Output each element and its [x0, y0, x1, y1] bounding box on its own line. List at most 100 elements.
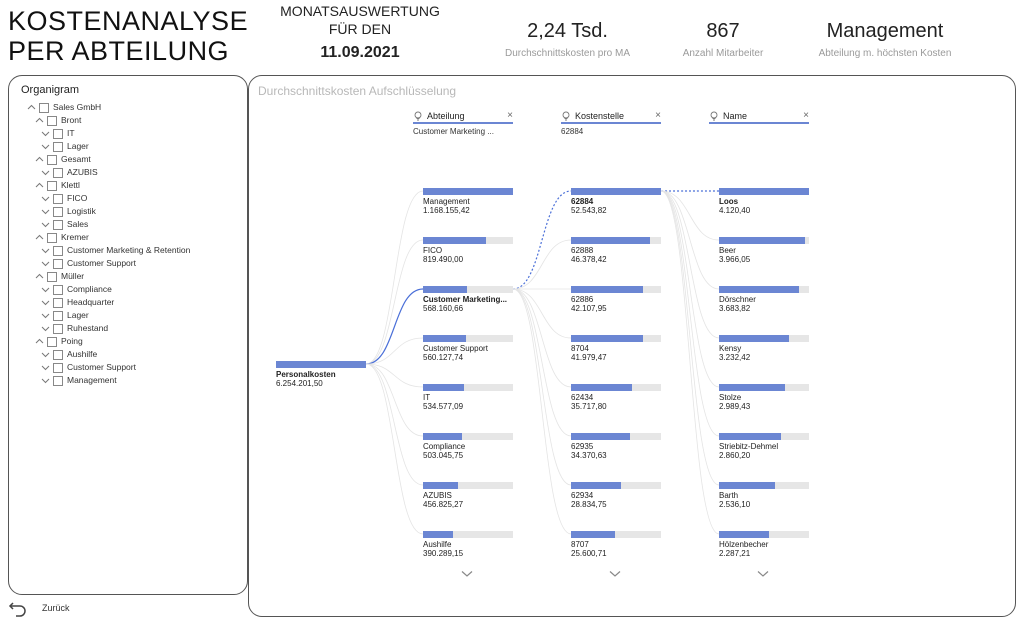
organigram-item[interactable]: Management [41, 374, 117, 387]
tree-node[interactable]: Dörschner 3.683,82 [719, 286, 809, 313]
tree-node[interactable]: Hölzenbecher 2.287,21 [719, 531, 809, 558]
close-icon[interactable]: × [803, 110, 809, 121]
chevron-down-icon[interactable] [41, 194, 50, 203]
chevron-down-icon[interactable] [41, 142, 50, 151]
close-icon[interactable]: × [655, 110, 661, 121]
chevron-down-icon[interactable] [41, 129, 50, 138]
organigram-item[interactable]: Poing [35, 335, 83, 348]
tree-node[interactable]: Stolze 2.989,43 [719, 384, 809, 411]
checkbox[interactable] [47, 336, 57, 347]
organigram-item[interactable]: Kremer [35, 231, 89, 244]
checkbox[interactable] [47, 154, 57, 165]
chevron-up-icon[interactable] [35, 181, 44, 190]
chevron-up-icon[interactable] [35, 233, 44, 242]
checkbox[interactable] [47, 180, 57, 191]
chevron-up-icon[interactable] [35, 155, 44, 164]
checkbox[interactable] [47, 232, 57, 243]
organigram-item[interactable]: Customer Support [41, 257, 136, 270]
organigram-item[interactable]: Lager [41, 140, 89, 153]
tree-node[interactable]: Barth 2.536,10 [719, 482, 809, 509]
tree-node[interactable]: Aushilfe 390.289,15 [423, 531, 513, 558]
chevron-down-icon[interactable] [41, 311, 50, 320]
checkbox[interactable] [53, 323, 63, 334]
organigram-item[interactable]: Gesamt [35, 153, 91, 166]
checkbox[interactable] [47, 115, 57, 126]
checkbox[interactable] [53, 375, 63, 386]
organigram-item[interactable]: Customer Support [41, 361, 136, 374]
checkbox[interactable] [53, 219, 63, 230]
organigram-item[interactable]: AZUBIS [41, 166, 98, 179]
checkbox[interactable] [53, 349, 63, 360]
organigram-item[interactable]: Lager [41, 309, 89, 322]
tree-node[interactable]: Management 1.168.155,42 [423, 188, 513, 215]
tree-node[interactable]: Loos 4.120,40 [719, 188, 809, 215]
organigram-item[interactable]: Sales GmbH [27, 101, 101, 114]
tree-node[interactable]: FICO 819.490,00 [423, 237, 513, 264]
chevron-up-icon[interactable] [35, 116, 44, 125]
root-node[interactable]: Personalkosten 6.254.201,50 [276, 361, 366, 388]
chevron-down-icon[interactable] [41, 259, 50, 268]
organigram-item[interactable]: IT [41, 127, 75, 140]
lightbulb-icon[interactable] [413, 111, 423, 121]
close-icon[interactable]: × [507, 110, 513, 121]
checkbox[interactable] [39, 102, 49, 113]
chevron-down-icon[interactable] [41, 220, 50, 229]
organigram-item[interactable]: Bront [35, 114, 81, 127]
organigram-item[interactable]: Customer Marketing & Retention [41, 244, 190, 257]
chevron-down-icon[interactable] [41, 168, 50, 177]
column-header-label[interactable]: Kostenstelle [575, 110, 625, 121]
organigram-item[interactable]: Ruhestand [41, 322, 108, 335]
tree-node[interactable]: Kensy 3.232,42 [719, 335, 809, 362]
organigram-item[interactable]: FICO [41, 192, 87, 205]
checkbox[interactable] [53, 362, 63, 373]
lightbulb-icon[interactable] [709, 111, 719, 121]
column-header-label[interactable]: Abteilung [427, 110, 465, 121]
organigram-item[interactable]: Logistik [41, 205, 96, 218]
checkbox[interactable] [53, 245, 63, 256]
tree-node[interactable]: Customer Marketing... 568.160,66 [423, 286, 513, 313]
tree-node[interactable]: 8707 25.600,71 [571, 531, 661, 558]
chevron-up-icon[interactable] [35, 272, 44, 281]
organigram-item[interactable]: Klettl [35, 179, 80, 192]
tree-node[interactable]: AZUBIS 456.825,27 [423, 482, 513, 509]
checkbox[interactable] [53, 297, 63, 308]
chevron-down-icon[interactable] [41, 376, 50, 385]
chevron-down-icon[interactable] [41, 246, 50, 255]
tree-node[interactable]: 62935 34.370,63 [571, 433, 661, 460]
tree-node[interactable]: Compliance 503.045,75 [423, 433, 513, 460]
chevron-down-icon[interactable] [609, 570, 621, 578]
chevron-down-icon[interactable] [41, 324, 50, 333]
chevron-down-icon[interactable] [41, 350, 50, 359]
chevron-down-icon[interactable] [757, 570, 769, 578]
checkbox[interactable] [53, 141, 63, 152]
checkbox[interactable] [53, 193, 63, 204]
tree-node[interactable]: 62434 35.717,80 [571, 384, 661, 411]
organigram-item[interactable]: Müller [35, 270, 84, 283]
tree-node[interactable]: 62888 46.378,42 [571, 237, 661, 264]
checkbox[interactable] [53, 310, 63, 321]
checkbox[interactable] [53, 206, 63, 217]
checkbox[interactable] [53, 284, 63, 295]
column-header-label[interactable]: Name [723, 110, 748, 121]
tree-node[interactable]: 8704 41.979,47 [571, 335, 661, 362]
chevron-down-icon[interactable] [41, 298, 50, 307]
organigram-item[interactable]: Sales [41, 218, 88, 231]
checkbox[interactable] [47, 271, 57, 282]
tree-node[interactable]: 62884 52.543,82 [571, 188, 661, 215]
organigram-item[interactable]: Aushilfe [41, 348, 97, 361]
organigram-item[interactable]: Compliance [41, 283, 112, 296]
back-button[interactable]: Zurück [8, 598, 70, 618]
checkbox[interactable] [53, 128, 63, 139]
tree-node[interactable]: IT 534.577,09 [423, 384, 513, 411]
chevron-up-icon[interactable] [27, 103, 36, 112]
chevron-down-icon[interactable] [41, 285, 50, 294]
tree-node[interactable]: 62934 28.834,75 [571, 482, 661, 509]
tree-node[interactable]: 62886 42.107,95 [571, 286, 661, 313]
chevron-up-icon[interactable] [35, 337, 44, 346]
chevron-down-icon[interactable] [461, 570, 473, 578]
tree-node[interactable]: Customer Support 560.127,74 [423, 335, 513, 362]
checkbox[interactable] [53, 258, 63, 269]
tree-node[interactable]: Beer 3.966,05 [719, 237, 809, 264]
chevron-down-icon[interactable] [41, 363, 50, 372]
lightbulb-icon[interactable] [561, 111, 571, 121]
